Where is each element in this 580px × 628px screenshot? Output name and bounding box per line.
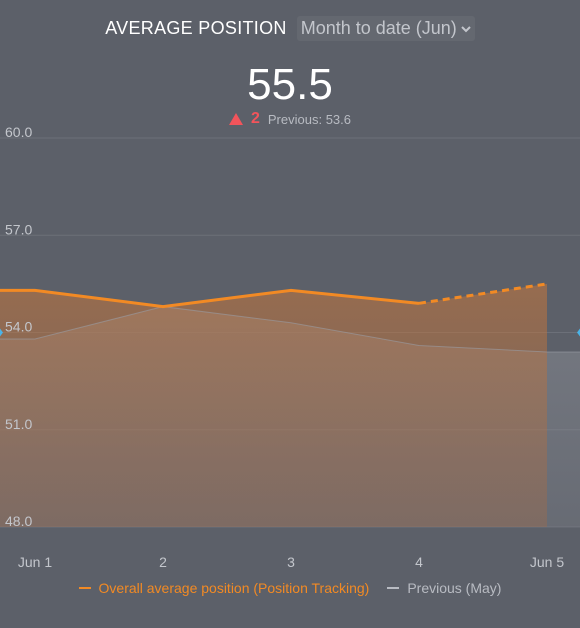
y-tick-label: 57.0: [5, 221, 32, 237]
x-tick-label: 3: [287, 554, 295, 570]
previous-series-line: [0, 306, 580, 353]
current-value: 55.5: [247, 60, 333, 109]
y-tick-label: 54.0: [5, 319, 32, 335]
current-series-projection: [418, 282, 548, 305]
x-tick-label: Jun 5: [530, 554, 564, 570]
previous-value: Previous: 53.6: [267, 111, 351, 127]
delta-value: 2: [250, 110, 260, 127]
left-handle-icon: [0, 328, 3, 337]
x-tick-label: Jun 1: [18, 554, 52, 570]
x-tick-label: 2: [159, 554, 167, 570]
legend-swatch-current: [78, 587, 91, 589]
delta-row: 2 Previous: 53.6: [0, 110, 580, 128]
y-tick-label: 51.0: [5, 416, 32, 432]
current-series-line: [0, 288, 420, 309]
date-range-label: Month to date (Jun): [300, 18, 457, 38]
legend-item-previous[interactable]: Previous (May): [387, 580, 501, 596]
right-handle-icon: [577, 328, 580, 337]
x-tick-label: 4: [415, 554, 423, 570]
y-tick-label: 48.0: [5, 513, 32, 529]
legend-swatch-previous: [387, 587, 400, 589]
chart-title: AVERAGE POSITION: [105, 18, 287, 38]
chevron-down-icon: [461, 25, 471, 32]
triangle-up-icon: [228, 113, 243, 125]
legend-label-current: Overall average position (Position Track…: [98, 580, 370, 596]
chart-header: AVERAGE POSITION Month to date (Jun): [0, 16, 580, 41]
current-series-area: [0, 283, 547, 527]
y-tick-label: 60.0: [5, 124, 32, 140]
legend-item-current[interactable]: Overall average position (Position Track…: [78, 580, 370, 596]
date-range-dropdown[interactable]: Month to date (Jun): [296, 16, 475, 41]
chart-legend: Overall average position (Position Track…: [0, 580, 580, 596]
legend-label-previous: Previous (May): [407, 580, 502, 596]
